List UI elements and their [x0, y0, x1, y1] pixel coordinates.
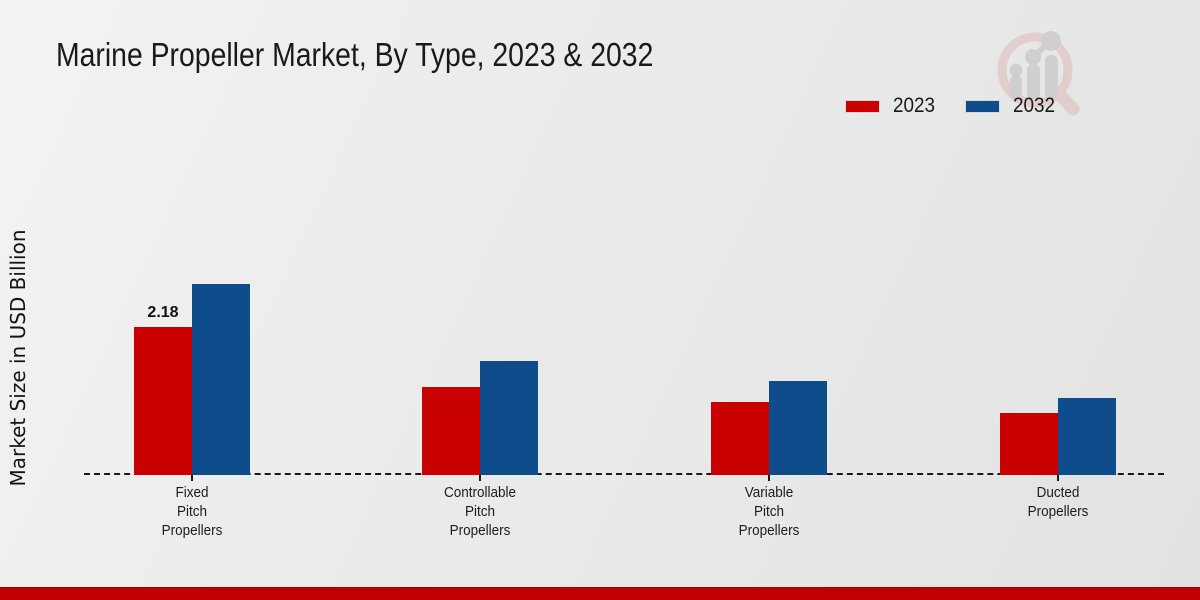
legend-item-2032: 2032	[965, 92, 1060, 120]
category-label-line: Propellers	[161, 522, 223, 539]
bar-2032-ducted-propellers	[1058, 398, 1116, 475]
x-axis-tick-ducted-propellers	[1057, 475, 1059, 481]
legend-item-2023: 2023	[845, 92, 940, 120]
legend-label-2032: 2032	[1013, 94, 1056, 117]
bar-2023-variable-pitch-propellers	[711, 402, 769, 475]
brand-watermark-icon	[997, 31, 1080, 116]
category-label-line: Fixed	[175, 484, 209, 501]
bar-2032-controllable-pitch-propellers	[480, 361, 538, 475]
category-label-line: Pitch	[753, 503, 785, 520]
category-label-controllable-pitch-propellers: Controllable Pitch Propellers	[408, 483, 552, 540]
category-label-line: Controllable	[443, 484, 517, 501]
category-label-line: Propellers	[738, 522, 800, 539]
category-label-line: Propellers	[449, 522, 511, 539]
bar-2023-ducted-propellers	[1000, 413, 1058, 475]
footer-accent-bar	[0, 587, 1200, 600]
category-label-ducted-propellers: Ducted Propellers	[986, 483, 1130, 521]
category-label-line: Propellers	[1027, 503, 1089, 520]
chart-title: Marine Propeller Market, By Type, 2023 &…	[56, 36, 654, 73]
legend-swatch-2032	[965, 99, 1000, 113]
legend-label-2023: 2023	[893, 94, 936, 117]
x-axis-line	[84, 473, 1164, 475]
category-label-line: Pitch	[464, 503, 496, 520]
category-label-line: Pitch	[176, 503, 208, 520]
x-axis-tick-fixed-pitch-propellers	[191, 475, 193, 481]
category-label-line: Ducted	[1036, 484, 1080, 501]
bar-2023-fixed-pitch-propellers	[134, 327, 192, 475]
x-axis-tick-variable-pitch-propellers	[768, 475, 770, 481]
legend: 2023 2032	[0, 92, 1200, 120]
x-axis-tick-controllable-pitch-propellers	[479, 475, 481, 481]
legend-swatch-2023	[845, 99, 880, 113]
bar-2032-variable-pitch-propellers	[769, 381, 827, 475]
bar-value-label-2023-fixed-pitch-propellers: 2.18	[147, 304, 179, 321]
category-label-fixed-pitch-propellers: Fixed Pitch Propellers	[120, 483, 264, 540]
bar-2032-fixed-pitch-propellers	[192, 284, 250, 475]
category-label-line: Variable	[744, 484, 794, 501]
category-label-variable-pitch-propellers: Variable Pitch Propellers	[697, 483, 841, 540]
bar-2023-controllable-pitch-propellers	[422, 387, 480, 475]
